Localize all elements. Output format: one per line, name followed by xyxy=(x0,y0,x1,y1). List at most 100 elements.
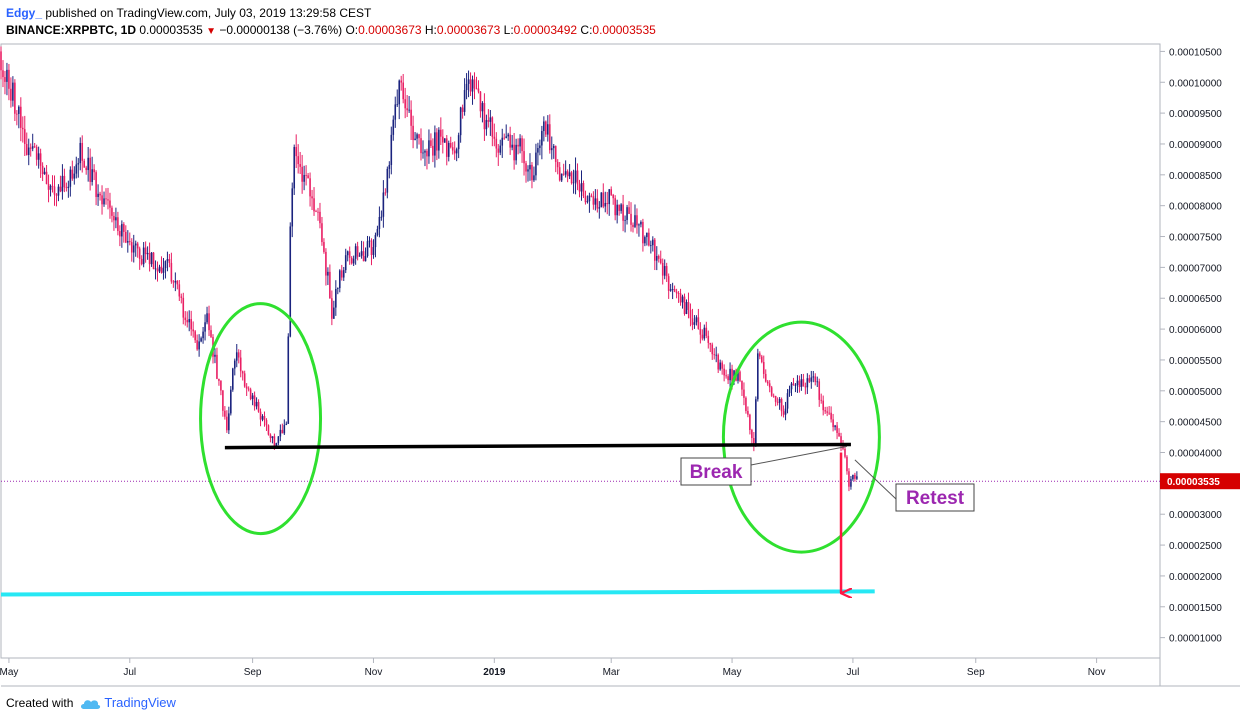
candle-body xyxy=(810,377,813,382)
time-tick-label: Sep xyxy=(244,667,262,678)
candle-body xyxy=(410,109,412,126)
candle-body xyxy=(184,317,187,321)
candle-body xyxy=(8,69,10,89)
candle-body xyxy=(297,156,299,165)
candle-body xyxy=(130,242,133,253)
candle-body xyxy=(53,186,56,195)
candle-body xyxy=(806,378,809,388)
target-trendline[interactable] xyxy=(0,589,875,597)
candle-body xyxy=(701,334,704,339)
candle-body xyxy=(180,296,183,298)
candle-body xyxy=(14,82,16,114)
break-label: Break xyxy=(690,462,743,483)
candle-body xyxy=(554,146,557,162)
candle-body xyxy=(764,373,767,382)
candle-body xyxy=(537,148,539,153)
candle-body xyxy=(604,202,607,207)
candle-body xyxy=(521,138,523,152)
candle-body xyxy=(628,207,630,214)
time-axis[interactable]: May Jul Sep Nov 2019 Mar May Jul Sep Nov xyxy=(0,658,1106,678)
candle-body xyxy=(677,293,680,295)
candle-body xyxy=(519,138,521,147)
candle-body xyxy=(75,164,78,174)
candle-body xyxy=(273,436,276,446)
candle-body xyxy=(283,424,286,434)
candle-body xyxy=(780,399,783,412)
candle-body xyxy=(826,411,828,413)
candle-body xyxy=(626,207,628,220)
candle-body xyxy=(208,313,210,331)
candle-body xyxy=(745,397,747,411)
candle-body xyxy=(216,354,218,379)
candle-body xyxy=(770,387,773,396)
candle-body xyxy=(768,383,771,388)
candle-body xyxy=(366,241,369,257)
break-label-box[interactable] xyxy=(680,457,752,486)
candle-body xyxy=(792,383,795,386)
time-tick-label: Jul xyxy=(847,667,860,678)
support-trendline[interactable] xyxy=(224,442,851,450)
candle-body xyxy=(426,150,428,157)
candle-body xyxy=(279,429,282,437)
candle-body xyxy=(762,362,765,374)
candle-body xyxy=(533,175,535,181)
price-axis[interactable]: 0.00001000 0.00001500 0.00002000 0.00002500… xyxy=(1160,47,1222,645)
candle-body xyxy=(697,317,700,329)
retest-label-box[interactable] xyxy=(895,483,975,512)
candle-body xyxy=(142,247,145,265)
highlight-circle-right[interactable] xyxy=(721,320,881,554)
author-link[interactable]: Edgy_ xyxy=(6,6,43,20)
candle-body xyxy=(378,216,381,230)
candle-body xyxy=(644,237,646,244)
tradingview-brand[interactable]: TradingView xyxy=(104,695,176,710)
highlight-circle-left[interactable] xyxy=(199,302,323,536)
candle-body xyxy=(132,245,135,253)
candle-body xyxy=(552,146,555,149)
candle-body xyxy=(83,160,86,168)
candle-body xyxy=(350,257,353,264)
candle-body xyxy=(586,201,589,203)
candle-body xyxy=(800,379,803,387)
candle-body xyxy=(665,266,668,277)
candle-body xyxy=(109,200,111,208)
tradingview-cloud-icon xyxy=(81,700,101,709)
chart-header: Edgy_ published on TradingView.com, July… xyxy=(6,4,1156,38)
candle-body xyxy=(247,388,250,390)
time-tick-label: Sep xyxy=(967,667,985,678)
candle-body xyxy=(772,395,775,397)
candle-body xyxy=(751,430,753,439)
candle-body xyxy=(198,341,200,350)
candle-body xyxy=(356,246,359,257)
price-tick-label: 0.00003000 xyxy=(1169,510,1222,521)
candle-body xyxy=(164,261,167,269)
price-chart[interactable]: 0.00001000 0.00001500 0.00002000 0.00002500… xyxy=(0,0,1240,690)
candle-body xyxy=(2,70,4,78)
candle-body xyxy=(497,148,500,153)
candle-body xyxy=(434,132,436,156)
open-value: 0.00003673 xyxy=(358,23,422,37)
candle-body xyxy=(380,216,383,218)
plot-area[interactable] xyxy=(0,43,1161,659)
candle-body xyxy=(650,245,652,247)
candle-body xyxy=(370,240,373,255)
candle-body xyxy=(776,401,779,403)
candle-body xyxy=(467,79,470,84)
candle-body xyxy=(160,266,163,273)
candle-body xyxy=(57,186,60,196)
candle-body xyxy=(103,198,105,205)
candle-body xyxy=(16,113,18,115)
candle-body xyxy=(402,82,404,100)
candle-body xyxy=(517,144,519,147)
candle-body xyxy=(255,401,258,407)
candle-body xyxy=(634,215,636,227)
candle-body xyxy=(10,88,12,101)
candle-body xyxy=(281,429,284,434)
candle-body xyxy=(4,77,6,82)
candle-body xyxy=(624,219,626,221)
candle-body xyxy=(794,385,797,386)
candle-body xyxy=(614,198,616,216)
symbol-label[interactable]: BINANCE:XRPBTC, 1D xyxy=(6,23,137,37)
candle-body xyxy=(430,140,432,146)
price-tick-label: 0.00001000 xyxy=(1169,634,1222,645)
candle-body xyxy=(543,121,545,132)
